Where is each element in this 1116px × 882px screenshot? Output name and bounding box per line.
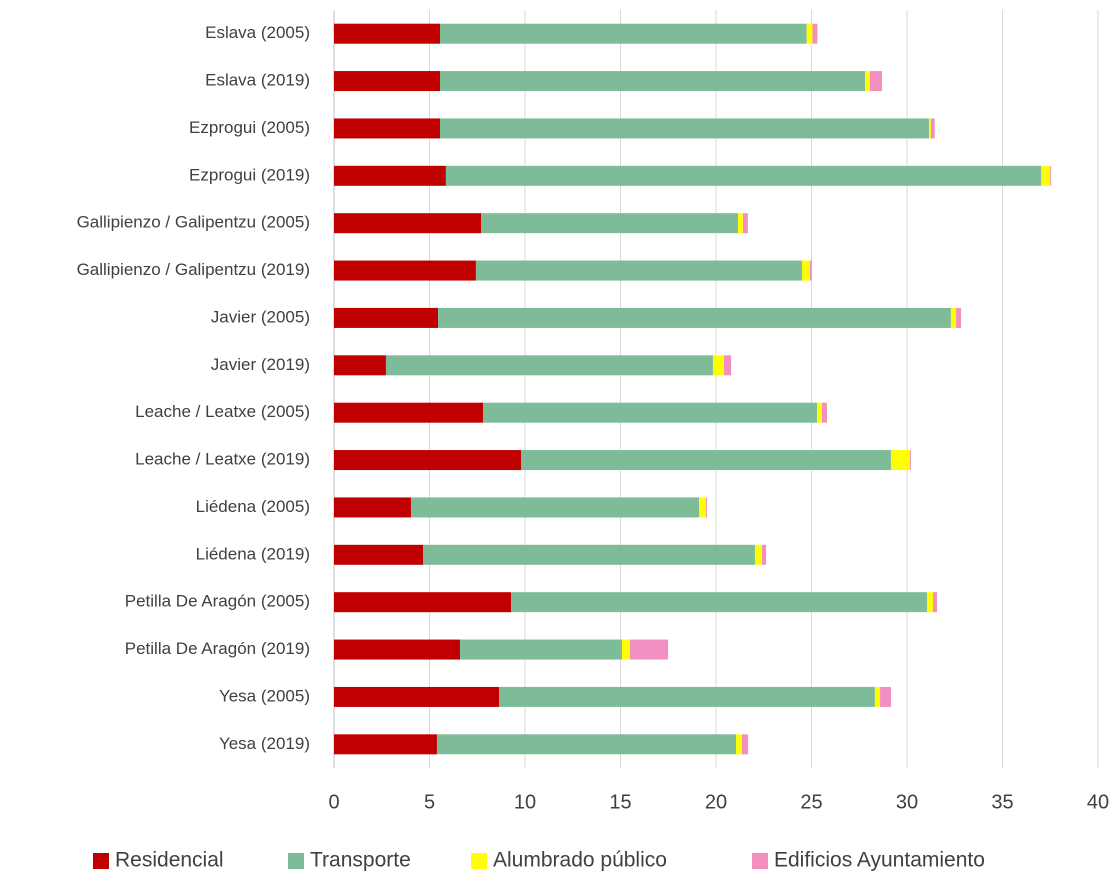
- bar-segment: [334, 307, 439, 328]
- bar-segment: [806, 23, 813, 44]
- y-tick-label: Yesa (2019): [219, 734, 310, 753]
- y-tick-label: Yesa (2005): [219, 686, 310, 705]
- bar-segment: [334, 23, 441, 44]
- bar-segment: [622, 639, 631, 660]
- bar-segment: [334, 71, 441, 92]
- bar-segment: [499, 686, 875, 707]
- x-tick-label: 30: [896, 791, 918, 813]
- x-tick-label: 10: [514, 791, 536, 813]
- x-tick-label: 35: [991, 791, 1013, 813]
- bar-segment: [741, 734, 749, 755]
- bar-segment: [436, 734, 737, 755]
- x-tick-label: 25: [800, 791, 822, 813]
- legend-label: Alumbrado público: [493, 849, 667, 872]
- bar-segment: [822, 402, 827, 423]
- bar-segment: [460, 639, 623, 660]
- bar-segment: [869, 71, 882, 92]
- bar-segment: [950, 307, 957, 328]
- legend-label: Edificios Ayuntamiento: [774, 849, 985, 872]
- y-tick-label: Eslava (2005): [205, 23, 310, 42]
- bar-segment: [440, 71, 865, 92]
- bar-segment: [511, 592, 928, 613]
- y-tick-label: Javier (2019): [211, 355, 310, 374]
- bar-segment: [1041, 165, 1051, 186]
- bar-segment: [445, 165, 1042, 186]
- bar-segment: [762, 544, 767, 565]
- y-tick-label: Eslava (2019): [205, 71, 310, 90]
- bar-segment: [712, 355, 725, 376]
- bar-segment: [438, 307, 951, 328]
- y-tick-label: Ezprogui (2019): [189, 165, 310, 184]
- bar-segment: [385, 355, 713, 376]
- bar-segment: [334, 260, 476, 281]
- bar-segment: [910, 450, 912, 471]
- y-tick-label: Petilla De Aragón (2005): [125, 592, 310, 611]
- bar-segment: [927, 592, 933, 613]
- bar-segment: [956, 307, 962, 328]
- bar-segment: [724, 355, 732, 376]
- bar-segment: [334, 213, 482, 234]
- bar-segment: [890, 450, 911, 471]
- y-tick-label: Leache / Leatxe (2019): [135, 450, 310, 469]
- y-tick-label: Liédena (2019): [196, 544, 310, 563]
- bar-segment: [334, 734, 437, 755]
- bar-segment: [874, 686, 881, 707]
- bar-segment: [440, 23, 807, 44]
- bar-segment: [334, 450, 521, 471]
- legend-swatch: [93, 853, 109, 869]
- bar-segment: [706, 497, 708, 518]
- bar-segment: [932, 592, 937, 613]
- bar-segment: [440, 118, 929, 139]
- bar-segment: [930, 118, 935, 139]
- bar-segment: [754, 544, 763, 565]
- y-tick-label: Liédena (2005): [196, 497, 310, 516]
- legend-swatch: [471, 853, 487, 869]
- bar-segment: [334, 497, 411, 518]
- y-tick-label: Gallipienzo / Galipentzu (2005): [77, 213, 310, 232]
- bar-segment: [423, 544, 755, 565]
- bar-segment: [334, 402, 483, 423]
- bar-segment: [812, 23, 818, 44]
- bar-segment: [737, 213, 743, 234]
- x-tick-label: 40: [1087, 791, 1109, 813]
- y-tick-label: Ezprogui (2005): [189, 118, 310, 137]
- bar-segment: [630, 639, 669, 660]
- bar-segment: [809, 260, 812, 281]
- x-tick-label: 5: [424, 791, 435, 813]
- y-tick-label: Leache / Leatxe (2005): [135, 402, 310, 421]
- legend-swatch: [288, 853, 304, 869]
- bar-segment: [475, 260, 802, 281]
- x-tick-label: 20: [705, 791, 727, 813]
- x-tick-label: 0: [328, 791, 339, 813]
- bar-segment: [334, 165, 446, 186]
- y-tick-label: Gallipienzo / Galipentzu (2019): [77, 260, 310, 279]
- bar-segment: [481, 213, 738, 234]
- bar-segment: [880, 686, 891, 707]
- legend-label: Residencial: [115, 849, 224, 872]
- y-tick-label: Petilla De Aragón (2019): [125, 639, 310, 658]
- bar-segment: [520, 450, 891, 471]
- bar-segment: [864, 71, 870, 92]
- bar-segment: [334, 118, 441, 139]
- bar-segment: [334, 355, 386, 376]
- bar-segment: [334, 639, 461, 660]
- bar-segment: [699, 497, 707, 518]
- bar-segment: [334, 686, 500, 707]
- legend-label: Transporte: [310, 849, 411, 872]
- bar-segment: [801, 260, 810, 281]
- y-tick-label: Javier (2005): [211, 307, 310, 326]
- bar-segment: [482, 402, 818, 423]
- legend-swatch: [752, 853, 768, 869]
- bar-segment: [334, 544, 424, 565]
- bar-segment: [817, 402, 823, 423]
- bar-segment: [928, 118, 931, 139]
- bar-segment: [742, 213, 748, 234]
- bar-segment: [334, 592, 512, 613]
- bar-segment: [410, 497, 700, 518]
- bar-segment: [736, 734, 742, 755]
- x-tick-label: 15: [609, 791, 631, 813]
- bar-segment: [1050, 165, 1052, 186]
